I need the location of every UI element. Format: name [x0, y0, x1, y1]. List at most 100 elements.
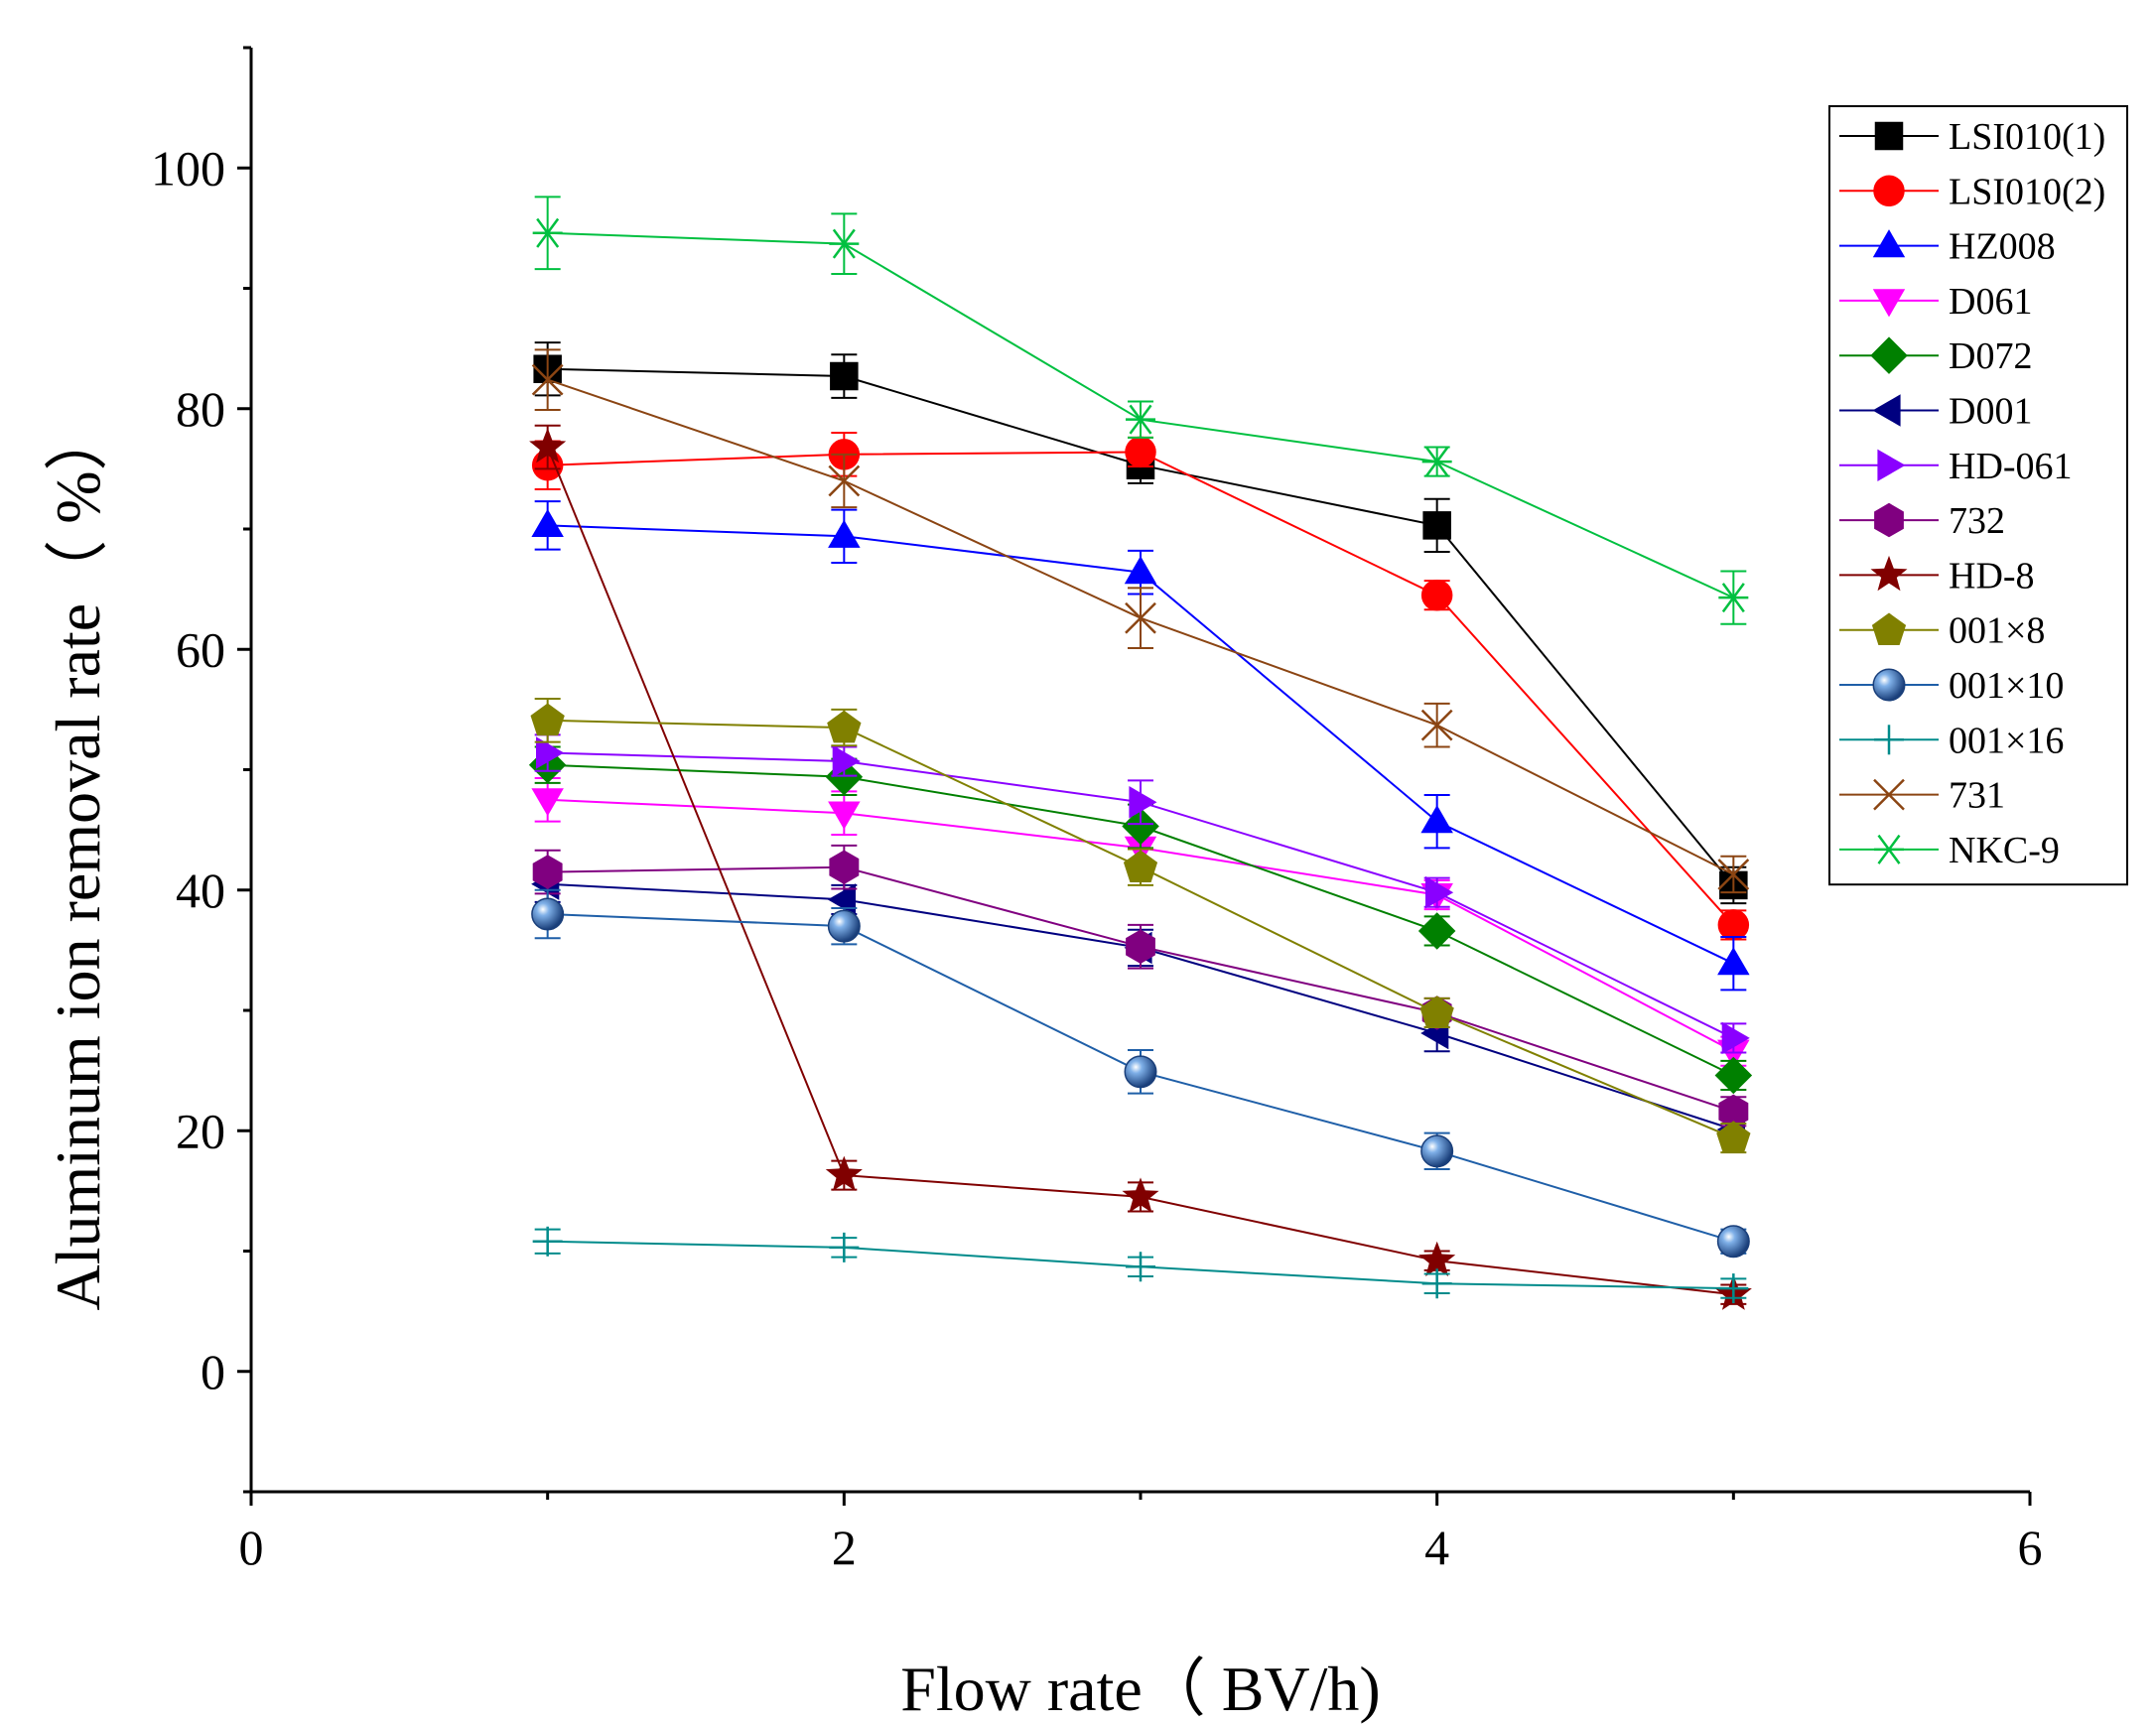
- data-point: [1420, 805, 1453, 834]
- data-point: [1129, 786, 1157, 819]
- x-axis-title: Flow rate（ BV/h): [900, 1654, 1381, 1724]
- data-point: [829, 228, 860, 259]
- series-731: [531, 348, 1750, 894]
- series-732: [532, 844, 1749, 1129]
- data-point: [1122, 1177, 1159, 1213]
- data-point: [1422, 511, 1451, 540]
- legend-label: 001×16: [1949, 720, 2064, 761]
- data-point: [1420, 579, 1453, 611]
- data-point: [531, 508, 564, 537]
- data-point: [1421, 1268, 1452, 1299]
- data-point: [1419, 995, 1454, 1028]
- legend: LSI010(1) LSI010(2) HZ008 D061 D072 D001 HD-06…: [1828, 105, 2128, 886]
- x-tick-label: 6: [2018, 1520, 2043, 1575]
- data-point: [829, 850, 860, 884]
- data-point: [832, 744, 861, 778]
- legend-label: LSI010(1): [1949, 116, 2105, 158]
- data-point: [827, 909, 861, 943]
- legend-box: [1828, 105, 2128, 886]
- data-point: [1126, 929, 1155, 964]
- legend-label: 001×10: [1949, 665, 2064, 707]
- series-D001: [531, 864, 1747, 1146]
- data-point: [1721, 1021, 1750, 1055]
- data-point: [531, 363, 564, 396]
- data-point: [529, 428, 567, 464]
- legend-marker: [1870, 336, 1908, 374]
- series-layer: [528, 196, 1753, 1310]
- axes: 0 20 40 60 80 100 0 2 4 6: [151, 46, 2043, 1575]
- data-point: [1125, 601, 1156, 634]
- y-tick-label: 100: [151, 140, 225, 196]
- x-tick-label: 4: [1424, 1520, 1449, 1575]
- data-point: [1717, 909, 1750, 941]
- legend-marker: [1874, 121, 1904, 151]
- data-point: [1718, 1273, 1749, 1304]
- legend-marker: [1877, 449, 1906, 481]
- data-point: [1717, 859, 1750, 890]
- data-point: [532, 1226, 563, 1257]
- legend-entry: 731: [1839, 775, 2005, 817]
- series-001×8: [530, 697, 1751, 1154]
- series-NKC-9: [532, 196, 1749, 625]
- legend-entry: D072: [1839, 335, 2032, 377]
- legend-entry: HD-061: [1839, 446, 2073, 487]
- series-LSI010(2): [531, 432, 1750, 941]
- legend-label: D001: [1949, 391, 2032, 433]
- y-axis-title: Aluminum ion removal rate（ %）: [43, 407, 113, 1310]
- series-HD-061: [534, 733, 1750, 1055]
- legend-marker: [1872, 289, 1906, 318]
- data-point: [1718, 1094, 1749, 1129]
- x-tick-label: 0: [239, 1520, 264, 1575]
- legend-marker: [1874, 502, 1904, 538]
- legend-label: 732: [1949, 500, 2005, 542]
- legend-entry: HZ008: [1839, 226, 2056, 268]
- legend-marker: [1872, 229, 1906, 258]
- data-point: [531, 897, 565, 931]
- legend-entry: D001: [1839, 391, 2032, 433]
- data-point: [1417, 912, 1456, 950]
- legend-marker: [1874, 725, 1904, 755]
- data-point: [828, 519, 861, 548]
- legend-marker: [1873, 175, 1905, 207]
- legend-label: NKC-9: [1949, 830, 2060, 871]
- data-point: [532, 855, 563, 889]
- series-001×16: [532, 1226, 1749, 1304]
- data-point: [828, 801, 861, 830]
- legend-label: HD-8: [1949, 555, 2035, 597]
- legend-entry: LSI010(2): [1839, 171, 2105, 212]
- legend-label: LSI010(2): [1949, 171, 2105, 212]
- legend-label: D061: [1949, 281, 2032, 323]
- data-point: [531, 788, 564, 817]
- data-point: [825, 1155, 863, 1191]
- y-tick-label: 60: [176, 621, 225, 677]
- data-point: [1124, 556, 1157, 585]
- legend-label: 731: [1949, 775, 2005, 817]
- legend-marker: [1871, 612, 1907, 645]
- data-point: [1718, 583, 1749, 613]
- legend-entry: 001×10: [1839, 665, 2064, 707]
- data-point: [536, 736, 565, 769]
- legend-label: 001×8: [1949, 610, 2045, 652]
- data-point: [1716, 1225, 1750, 1259]
- data-point: [829, 1232, 860, 1262]
- data-point: [530, 703, 565, 736]
- legend-marker: [1872, 668, 1906, 702]
- series-HZ008: [531, 500, 1750, 992]
- data-point: [1716, 1121, 1751, 1153]
- y-tick-label: 0: [201, 1344, 225, 1399]
- legend-marker: [1873, 778, 1905, 811]
- data-point: [1425, 875, 1454, 909]
- y-tick-label: 80: [176, 381, 225, 437]
- legend-marker: [1872, 394, 1901, 427]
- legend-entry: 732: [1839, 500, 2005, 542]
- data-point: [1421, 447, 1452, 477]
- legend-entry: HD-8: [1839, 555, 2035, 597]
- legend-label: HD-061: [1949, 446, 2073, 487]
- data-point: [532, 217, 563, 248]
- data-point: [1126, 404, 1155, 435]
- data-point: [1418, 1241, 1456, 1276]
- data-point: [1717, 947, 1750, 976]
- legend-marker: [1870, 555, 1908, 592]
- y-tick-label: 20: [176, 1103, 225, 1158]
